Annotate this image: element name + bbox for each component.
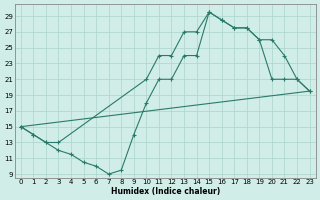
X-axis label: Humidex (Indice chaleur): Humidex (Indice chaleur): [111, 187, 220, 196]
